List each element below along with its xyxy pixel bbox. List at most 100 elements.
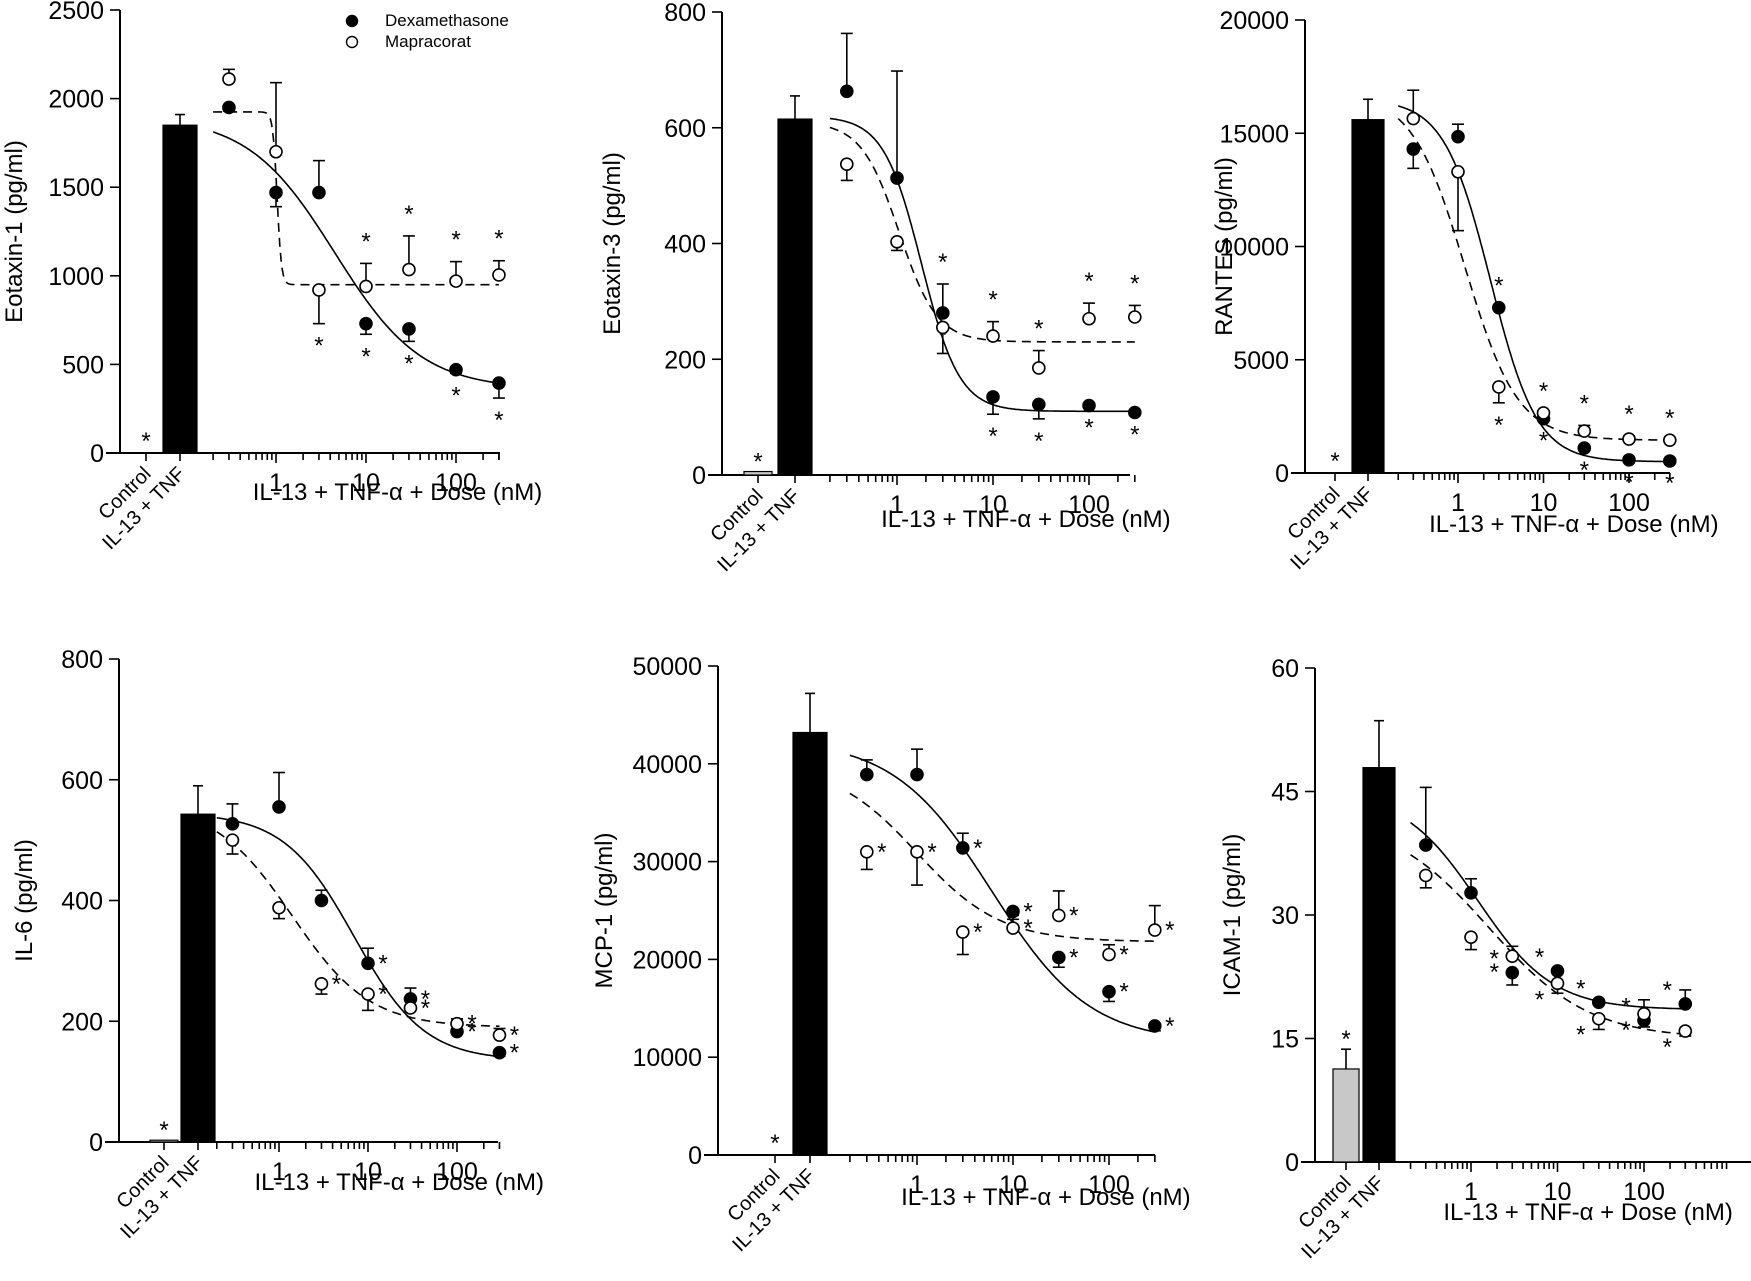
- bar-control: [1332, 1068, 1360, 1163]
- x-tick-label: 100: [436, 1158, 478, 1186]
- significance-star: *: [421, 995, 430, 1022]
- significance-star: *: [404, 350, 413, 377]
- dexamethasone-point: [1505, 965, 1520, 980]
- significance-star: *: [770, 1130, 779, 1157]
- x-tick-label: 100: [435, 469, 477, 497]
- dexamethasone-point: [1128, 405, 1142, 420]
- y-tick-label: 10000: [1219, 234, 1289, 262]
- dexamethasone-point: [1052, 950, 1066, 965]
- bar-il13-tnf: [162, 124, 198, 454]
- significance-star: *: [1494, 273, 1503, 300]
- mapracorat-point: [860, 845, 874, 859]
- mapracorat-point: [936, 320, 950, 335]
- mapracorat-fit-curve: [849, 792, 1155, 943]
- significance-star: *: [1539, 378, 1548, 405]
- mapracorat-fit-curve: [1410, 854, 1686, 1035]
- dexamethasone-point: [1464, 885, 1478, 900]
- mapracorat-fit-curve: [213, 111, 499, 286]
- x-axis-label: IL-13 + TNF-α + Dose (nM): [881, 506, 1171, 533]
- y-axis-label: Eotaxin-3 (pg/ml): [599, 152, 626, 335]
- significance-star: *: [1069, 902, 1078, 929]
- significance-star: *: [1624, 469, 1633, 496]
- mapracorat-point: [1464, 930, 1478, 945]
- dexamethasone-point: [956, 841, 970, 855]
- mapracorat-point: [956, 925, 970, 939]
- significance-star: *: [159, 1117, 168, 1144]
- significance-star: *: [467, 1011, 476, 1038]
- significance-star: *: [877, 839, 886, 866]
- mapracorat-point: [1102, 947, 1116, 962]
- dexamethasone-point: [492, 376, 506, 390]
- y-axis-label: MCP-1 (pg/ml): [591, 832, 618, 988]
- significance-star: *: [938, 249, 947, 276]
- significance-star: *: [1130, 421, 1139, 448]
- dexamethasone-fit-curve: [212, 131, 499, 384]
- y-tick-label: 2000: [48, 86, 104, 114]
- dexamethasone-point: [1662, 454, 1677, 468]
- mapracorat-point: [222, 72, 236, 86]
- mapracorat-fit-curve: [216, 831, 500, 1027]
- significance-star: *: [1535, 986, 1544, 1013]
- mapracorat-point: [312, 283, 326, 297]
- legend-label-dexamethasone: Dexamethasone: [385, 11, 509, 30]
- x-tick-label: 10: [1544, 1178, 1572, 1206]
- significance-star: *: [1330, 448, 1339, 475]
- x-tick-label: 100: [1623, 1178, 1665, 1206]
- mapracorat-point: [1622, 432, 1636, 446]
- legend-label-mapracorat: Mapracorat: [385, 32, 471, 51]
- dexamethasone-point: [890, 171, 904, 185]
- mapracorat-point: [840, 157, 854, 172]
- bar-il13-tnf: [1362, 767, 1396, 1163]
- significance-star: *: [494, 407, 503, 434]
- mapracorat-point: [1032, 361, 1046, 375]
- bar-il13-tnf: [792, 731, 828, 1156]
- y-tick-label: 0: [1275, 460, 1289, 488]
- significance-star: *: [1084, 415, 1093, 442]
- mapracorat-point: [1418, 868, 1433, 883]
- mapracorat-point: [272, 900, 286, 915]
- mapracorat-point: [361, 987, 375, 1001]
- y-axis-label: ICAM-1 (pg/ml): [1219, 834, 1246, 997]
- y-tick-label: 0: [688, 1142, 702, 1170]
- y-tick-label: 400: [664, 231, 706, 259]
- mapracorat-point: [1128, 310, 1142, 324]
- bar-il13-tnf: [1351, 119, 1385, 474]
- mapracorat-point: [1577, 424, 1592, 438]
- significance-star: *: [1084, 268, 1093, 295]
- significance-star: *: [1023, 898, 1032, 925]
- mapracorat-point: [449, 274, 463, 288]
- significance-star: *: [1580, 390, 1589, 417]
- mapracorat-point: [1591, 1011, 1606, 1026]
- x-tick-label: 1: [910, 1171, 924, 1199]
- mapracorat-point: [225, 833, 240, 847]
- y-tick-label: 0: [1285, 1149, 1299, 1177]
- significance-star: *: [1034, 428, 1043, 455]
- mapracorat-point: [1052, 908, 1066, 923]
- significance-star: *: [1576, 1022, 1585, 1049]
- significance-star: *: [973, 919, 982, 946]
- dexamethasone-point: [361, 956, 375, 971]
- chart-panel-1: 0 500 1000 1500 2000 2500 Eotaxin-1 (pg/ml) 1 10…: [1, 0, 542, 554]
- legend-marker-dexamethasone: [345, 14, 359, 28]
- y-tick-label: 15000: [1219, 120, 1289, 148]
- significance-star: *: [1130, 270, 1139, 297]
- mapracorat-point: [1082, 311, 1096, 326]
- dexamethasone-point: [492, 1045, 507, 1060]
- mapracorat-point: [1406, 111, 1421, 126]
- dexamethasone-fit-curve: [849, 754, 1155, 1033]
- significance-star: *: [361, 228, 370, 255]
- y-tick-label: 20000: [1219, 7, 1289, 35]
- y-tick-label: 1000: [48, 263, 104, 291]
- significance-star: *: [1494, 412, 1503, 439]
- significance-star: *: [1539, 428, 1548, 455]
- mapracorat-point: [1662, 433, 1677, 447]
- dexamethasone-point: [272, 800, 286, 814]
- y-tick-label: 20000: [632, 946, 702, 974]
- significance-star: *: [494, 226, 503, 253]
- x-tick-label: 100: [1608, 489, 1650, 517]
- dexamethasone-point: [1418, 838, 1433, 852]
- significance-star: *: [1023, 915, 1032, 942]
- bar-control: [743, 470, 773, 476]
- y-axis-label: IL-6 (pg/ml): [11, 839, 38, 962]
